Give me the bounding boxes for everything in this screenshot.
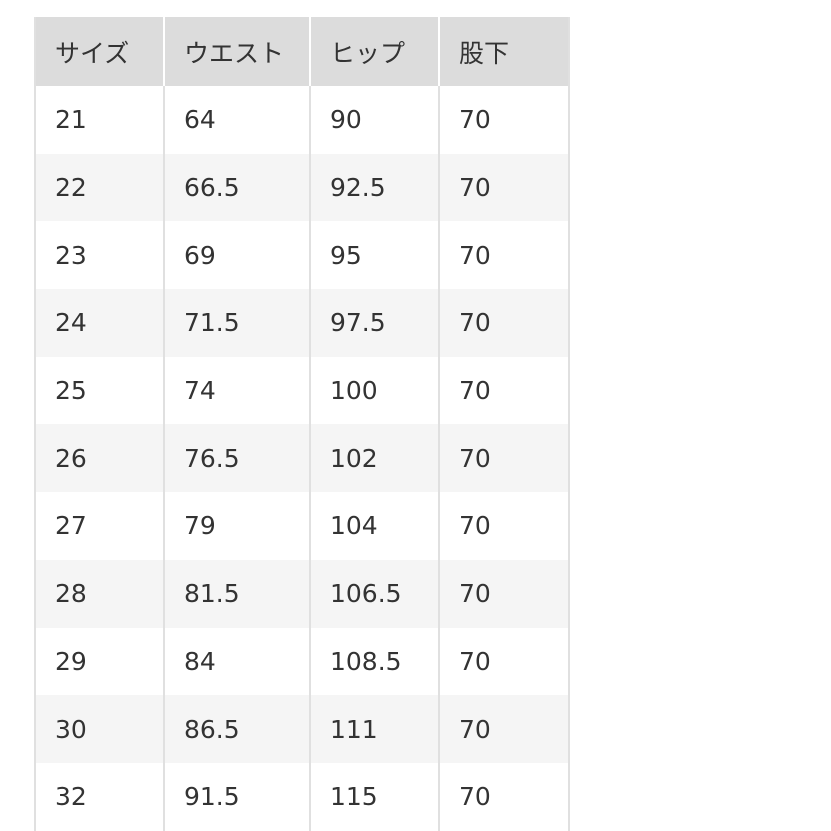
cell-size: 23 [34,221,165,290]
cell-waist: 74 [163,356,311,425]
table-row: 23 69 95 70 [34,221,570,290]
cell-inseam: 70 [438,695,570,763]
cell-inseam: 70 [438,356,570,425]
table-row: 32 91.5 115 70 [34,762,570,831]
cell-hip: 106.5 [309,559,440,628]
cell-hip: 97.5 [309,289,440,357]
cell-inseam: 70 [438,86,570,154]
cell-waist: 64 [163,86,311,154]
cell-inseam: 70 [438,289,570,357]
table-row: 27 79 104 70 [34,492,570,560]
cell-hip: 92.5 [309,153,440,222]
table-row: 21 64 90 70 [34,86,570,154]
cell-waist: 86.5 [163,695,311,763]
cell-inseam: 70 [438,492,570,560]
table-row: 29 84 108.5 70 [34,627,570,696]
cell-waist: 81.5 [163,559,311,628]
cell-waist: 76.5 [163,424,311,493]
size-chart-table: サイズ ウエスト ヒップ 股下 21 64 90 70 22 66.5 92.5 70 23 69 95 7… [34,17,570,831]
cell-inseam: 70 [438,424,570,493]
cell-inseam: 70 [438,559,570,628]
header-size: サイズ [34,17,165,86]
cell-waist: 66.5 [163,153,311,222]
table-row: 26 76.5 102 70 [34,424,570,493]
table-row: 22 66.5 92.5 70 [34,153,570,222]
cell-hip: 108.5 [309,627,440,696]
table-row: 24 71.5 97.5 70 [34,289,570,357]
cell-size: 27 [34,492,165,560]
cell-waist: 84 [163,627,311,696]
header-inseam: 股下 [438,17,570,86]
cell-size: 28 [34,559,165,628]
cell-size: 21 [34,86,165,154]
cell-hip: 111 [309,695,440,763]
cell-size: 30 [34,695,165,763]
cell-hip: 90 [309,86,440,154]
table-row: 25 74 100 70 [34,356,570,425]
cell-waist: 79 [163,492,311,560]
cell-hip: 100 [309,356,440,425]
cell-waist: 69 [163,221,311,290]
cell-hip: 95 [309,221,440,290]
cell-inseam: 70 [438,153,570,222]
cell-inseam: 70 [438,762,570,831]
cell-size: 29 [34,627,165,696]
cell-size: 25 [34,356,165,425]
header-hip: ヒップ [309,17,440,86]
cell-inseam: 70 [438,627,570,696]
cell-size: 26 [34,424,165,493]
cell-hip: 104 [309,492,440,560]
table-row: 28 81.5 106.5 70 [34,559,570,628]
cell-size: 22 [34,153,165,222]
cell-hip: 102 [309,424,440,493]
header-waist: ウエスト [163,17,311,86]
cell-size: 24 [34,289,165,357]
cell-hip: 115 [309,762,440,831]
cell-size: 32 [34,762,165,831]
table-row: 30 86.5 111 70 [34,695,570,763]
cell-waist: 71.5 [163,289,311,357]
cell-waist: 91.5 [163,762,311,831]
header-row: サイズ ウエスト ヒップ 股下 [34,17,570,86]
cell-inseam: 70 [438,221,570,290]
